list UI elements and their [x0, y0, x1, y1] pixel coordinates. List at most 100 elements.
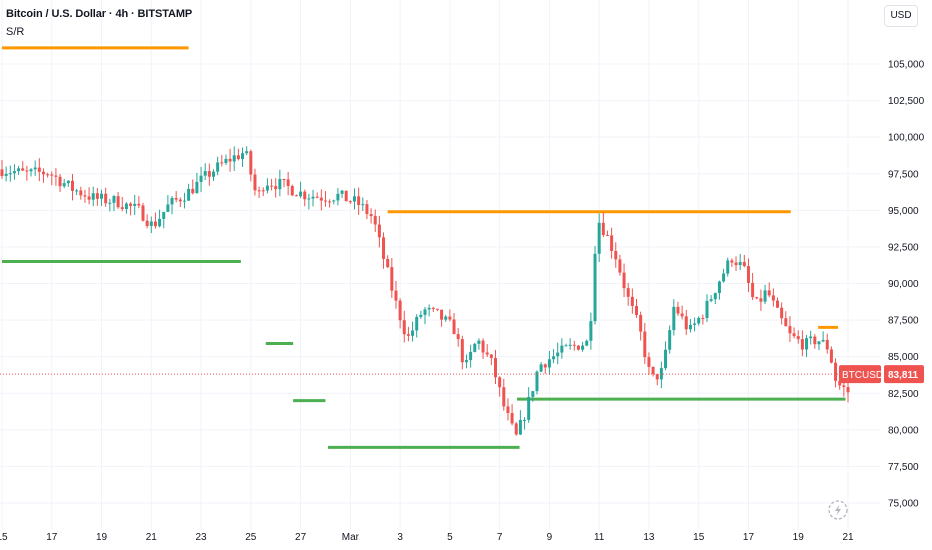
candle-down	[576, 345, 580, 350]
candle-down	[282, 179, 286, 181]
candle-down	[373, 216, 377, 225]
price-label-bg	[884, 365, 924, 384]
candle-down	[83, 195, 87, 197]
candle-down	[676, 306, 680, 314]
candle-down	[452, 319, 456, 335]
candle-up	[8, 173, 12, 175]
x-tick-label: 3	[397, 532, 403, 543]
candle-up	[212, 171, 215, 177]
candle-down	[494, 357, 497, 378]
candle-up	[170, 198, 174, 205]
candle-down	[95, 193, 99, 199]
candle-down	[651, 366, 655, 375]
y-tick-label: 95,000	[888, 206, 919, 217]
candle-down	[626, 288, 630, 297]
candle-up	[581, 345, 585, 350]
candle-up	[278, 179, 282, 190]
y-tick-label: 102,500	[888, 96, 925, 107]
candle-down	[406, 334, 410, 336]
last-price-tag: BTCUSD 83,811	[839, 365, 924, 384]
x-tick-label: 7	[497, 532, 503, 543]
candle-up	[100, 193, 104, 199]
candle-down	[701, 317, 705, 319]
candle-down	[759, 298, 763, 302]
candle-down	[116, 196, 120, 208]
y-tick-label: 105,000	[888, 60, 925, 71]
candle-down	[58, 176, 62, 187]
candle-up	[564, 345, 568, 347]
candle-down	[788, 326, 792, 334]
indicator-label[interactable]: S/R	[6, 26, 25, 38]
currency-button[interactable]: USD	[884, 5, 918, 27]
x-tick-label: 21	[842, 532, 854, 543]
candle-up	[717, 281, 721, 294]
candle-down	[842, 385, 846, 388]
candle-down	[601, 222, 605, 236]
candle-up	[166, 204, 170, 212]
candle-down	[829, 349, 833, 363]
candle-down	[294, 195, 298, 197]
candle-down	[431, 307, 435, 309]
candle-down	[776, 300, 779, 308]
candle-up	[705, 300, 709, 319]
candle-down	[684, 316, 688, 330]
candle-down	[742, 261, 746, 267]
candle-up	[527, 396, 531, 420]
y-tick-label: 75,000	[888, 499, 919, 510]
candle-up	[664, 349, 668, 369]
candle-down	[220, 162, 224, 164]
candle-down	[622, 272, 626, 289]
candle-up	[552, 356, 556, 360]
candle-down	[178, 199, 182, 202]
candle-up	[224, 158, 228, 164]
candle-up	[232, 155, 236, 162]
candle-down	[543, 364, 547, 368]
candle-down	[270, 185, 274, 187]
candle-up	[241, 153, 245, 160]
candle-down	[249, 151, 253, 175]
candle-down	[104, 193, 108, 204]
candle-down	[481, 340, 485, 353]
candle-down	[655, 374, 659, 380]
candle-up	[332, 200, 336, 202]
candle-up	[311, 196, 315, 199]
candle-down	[800, 339, 804, 350]
candle-down	[456, 334, 460, 340]
candle-down	[50, 174, 54, 176]
candle-down	[348, 201, 352, 203]
candle-up	[4, 173, 8, 176]
y-tick-label: 85,000	[888, 352, 919, 363]
candle-down	[792, 333, 796, 337]
price-label: 83,811	[888, 370, 918, 381]
candle-down	[21, 168, 25, 171]
x-tick-label: 21	[146, 532, 158, 543]
x-tick-label: 19	[96, 532, 108, 543]
x-tick-label: 15	[693, 532, 705, 543]
candle-up	[477, 340, 481, 344]
candle-down	[440, 309, 444, 320]
candle-down	[630, 296, 634, 306]
candle-up	[693, 323, 697, 325]
y-tick-label: 92,500	[888, 242, 919, 253]
candle-down	[730, 260, 734, 263]
candle-down	[261, 190, 265, 192]
candle-up	[722, 273, 726, 282]
candles	[0, 146, 850, 436]
candle-down	[37, 167, 41, 172]
candle-up	[809, 336, 813, 339]
candle-up	[415, 316, 419, 331]
candle-up	[688, 324, 692, 330]
candle-down	[485, 352, 489, 355]
candle-down	[153, 221, 157, 227]
candle-down	[398, 300, 402, 321]
candle-down	[618, 259, 622, 273]
candle-down	[514, 423, 518, 435]
candle-down	[382, 237, 386, 259]
x-tick-label: 13	[643, 532, 655, 543]
candle-up	[340, 190, 344, 194]
y-tick-label: 100,000	[888, 133, 925, 144]
candle-up	[265, 185, 269, 191]
candle-down	[489, 354, 493, 358]
candle-down	[286, 179, 290, 187]
